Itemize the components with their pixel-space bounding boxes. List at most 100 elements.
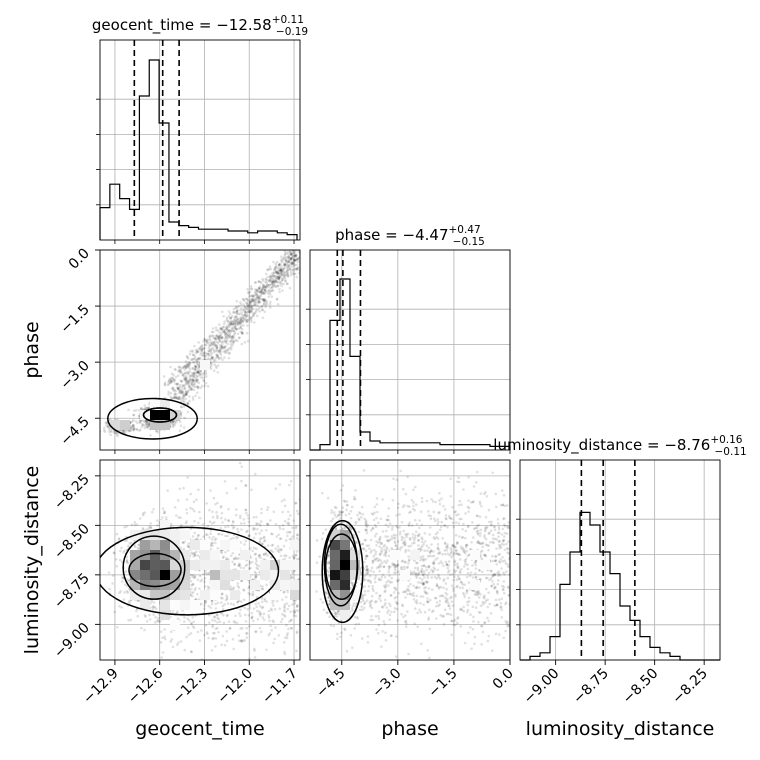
- sample-point: [220, 592, 224, 596]
- sample-point: [216, 620, 219, 624]
- sample-point: [296, 533, 299, 537]
- sample-point: [192, 383, 196, 386]
- sample-point: [279, 271, 283, 275]
- sample-point: [173, 422, 177, 425]
- sample-point: [196, 630, 200, 634]
- sample-point: [246, 305, 250, 308]
- sample-point: [192, 353, 195, 357]
- panel-background: [100, 40, 300, 240]
- sample-point: [195, 550, 198, 553]
- sample-point: [228, 312, 232, 316]
- sample-point: [193, 371, 197, 375]
- sample-point: [285, 269, 289, 272]
- sample-point: [289, 627, 293, 630]
- sample-point: [288, 530, 292, 534]
- sample-point: [252, 681, 255, 684]
- sample-point: [297, 557, 300, 561]
- sample-point: [181, 384, 185, 388]
- sample-point: [234, 614, 237, 618]
- sample-point: [261, 308, 264, 312]
- sample-point: [231, 335, 234, 339]
- sample-point: [227, 620, 231, 624]
- sample-point: [218, 357, 221, 361]
- panel-title: geocent_time = −12.58+0.11 −0.19: [92, 14, 308, 38]
- sample-point: [143, 424, 146, 427]
- sample-point: [197, 371, 200, 374]
- sample-point: [264, 300, 267, 304]
- sample-point: [280, 282, 283, 285]
- sample-point: [237, 336, 241, 340]
- sample-point: [218, 335, 221, 339]
- sample-point: [176, 617, 180, 620]
- sample-point: [249, 300, 252, 303]
- sample-point: [188, 363, 191, 367]
- sample-point: [290, 262, 293, 266]
- sample-point: [226, 329, 230, 332]
- sample-point: [296, 268, 299, 271]
- sample-point: [210, 543, 213, 546]
- sample-point: [238, 316, 242, 320]
- sample-point: [288, 265, 291, 269]
- sample-point: [187, 363, 191, 367]
- sample-point: [290, 618, 293, 622]
- sample-point: [215, 334, 218, 337]
- sample-point: [224, 534, 227, 538]
- sample-point: [180, 379, 184, 383]
- sample-point: [128, 601, 131, 604]
- sample-point: [214, 637, 218, 640]
- sample-point: [257, 564, 261, 568]
- sample-point: [138, 517, 142, 520]
- sample-point: [212, 521, 216, 524]
- panel-contents: [100, 461, 300, 684]
- sample-point: [124, 583, 127, 587]
- sample-point: [262, 552, 266, 556]
- sample-point: [202, 347, 205, 350]
- sample-point: [251, 294, 255, 298]
- sample-point: [221, 342, 224, 345]
- sample-point: [154, 607, 158, 610]
- sample-point: [266, 275, 269, 279]
- sample-point: [163, 382, 167, 386]
- sample-point: [206, 340, 209, 344]
- sample-point: [265, 299, 269, 303]
- sample-point: [194, 365, 198, 368]
- sample-point: [285, 256, 288, 259]
- sample-point: [301, 244, 304, 247]
- sample-point: [247, 524, 251, 528]
- sample-point: [195, 378, 198, 382]
- density-cell: [140, 530, 150, 540]
- sample-point: [228, 329, 232, 333]
- sample-point: [196, 357, 200, 361]
- sample-point: [178, 368, 181, 372]
- density-cell: [180, 590, 190, 600]
- sample-point: [250, 298, 253, 301]
- sample-point: [277, 264, 281, 267]
- sample-point: [189, 579, 193, 583]
- sample-point: [223, 346, 227, 349]
- sample-point: [255, 547, 258, 551]
- sample-point: [188, 361, 192, 365]
- sample-point: [222, 322, 226, 326]
- sample-point: [183, 375, 186, 379]
- sample-point: [210, 648, 214, 652]
- title-minus: −0.11: [715, 446, 747, 458]
- sample-point: [228, 627, 232, 630]
- sample-point: [107, 571, 111, 574]
- sample-point: [120, 580, 124, 583]
- sample-point: [218, 340, 221, 343]
- sample-point: [259, 520, 263, 523]
- sample-point: [195, 375, 199, 378]
- sample-point: [261, 286, 264, 290]
- sample-point: [270, 286, 274, 290]
- sample-point: [293, 610, 297, 614]
- sample-point: [263, 599, 267, 602]
- sample-point: [232, 310, 236, 314]
- sample-point: [187, 384, 191, 388]
- sample-point: [217, 617, 221, 621]
- sample-point: [287, 264, 290, 268]
- sample-point: [216, 516, 219, 520]
- sample-point: [241, 320, 244, 324]
- sample-point: [202, 353, 206, 357]
- sample-point: [295, 275, 298, 279]
- sample-point: [168, 381, 172, 385]
